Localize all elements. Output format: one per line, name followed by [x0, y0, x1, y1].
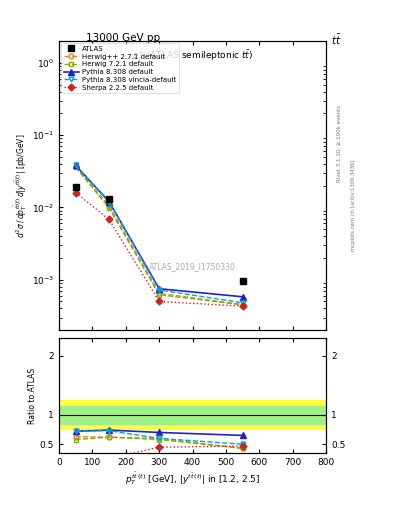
Y-axis label: Ratio to ATLAS: Ratio to ATLAS: [28, 368, 37, 423]
Pythia 8.308 vincia-default: [241, 300, 245, 306]
Text: $t\bar{t}$: $t\bar{t}$: [331, 33, 342, 48]
Line: Sherpa 2.2.5 default: Sherpa 2.2.5 default: [73, 190, 245, 309]
Herwig++ 2.7.1 default: [73, 163, 78, 169]
Sherpa 2.2.5 default: [107, 217, 112, 223]
Pythia 8.308 vincia-default: [107, 199, 112, 205]
ATLAS: [241, 278, 245, 284]
Pythia 8.308 default: [107, 199, 112, 205]
Legend: ATLAS, Herwig++ 2.7.1 default, Herwig 7.2.1 default, Pythia 8.308 default, Pythi: ATLAS, Herwig++ 2.7.1 default, Herwig 7.…: [61, 43, 179, 93]
Sherpa 2.2.5 default: [241, 303, 245, 309]
Text: Rivet 3.1.10, ≥ 100k events: Rivet 3.1.10, ≥ 100k events: [336, 105, 342, 182]
Herwig 7.2.1 default: [241, 302, 245, 308]
ATLAS: [73, 184, 78, 190]
Pythia 8.308 default: [157, 286, 162, 292]
Bar: [59, 400, 326, 430]
Bar: [59, 406, 326, 423]
Line: Herwig++ 2.7.1 default: Herwig++ 2.7.1 default: [73, 164, 245, 307]
Text: $p_T^{t\bar{t}}$ (ATLAS semileptonic $t\bar{t}$): $p_T^{t\bar{t}}$ (ATLAS semileptonic $t\…: [132, 48, 253, 65]
Pythia 8.308 default: [73, 162, 78, 168]
Y-axis label: $d^2\sigma\,/\,dp^{t\bar{t}(t)}_T\,d|y^{t\bar{t}(t)}|$ [pb/GeV]: $d^2\sigma\,/\,dp^{t\bar{t}(t)}_T\,d|y^{…: [12, 133, 29, 238]
Herwig++ 2.7.1 default: [157, 290, 162, 296]
Sherpa 2.2.5 default: [73, 189, 78, 196]
Pythia 8.308 vincia-default: [73, 162, 78, 168]
Pythia 8.308 vincia-default: [157, 287, 162, 293]
X-axis label: $p_T^{t\bar{t}\,(t)}$ [GeV], $|y^{t\bar{t}\,(t)}|$ in [1.2, 2.5]: $p_T^{t\bar{t}\,(t)}$ [GeV], $|y^{t\bar{…: [125, 470, 260, 487]
Pythia 8.308 default: [241, 294, 245, 300]
Herwig 7.2.1 default: [107, 205, 112, 211]
ATLAS: [107, 196, 112, 202]
Text: mcplots.cern.ch [arXiv:1306.3436]: mcplots.cern.ch [arXiv:1306.3436]: [351, 159, 356, 250]
Text: 13000 GeV pp: 13000 GeV pp: [86, 33, 161, 44]
Herwig++ 2.7.1 default: [107, 203, 112, 209]
Herwig 7.2.1 default: [157, 292, 162, 298]
Herwig 7.2.1 default: [73, 164, 78, 170]
Line: ATLAS: ATLAS: [73, 184, 246, 285]
Line: Pythia 8.308 default: Pythia 8.308 default: [73, 162, 246, 300]
Sherpa 2.2.5 default: [157, 298, 162, 305]
Line: Herwig 7.2.1 default: Herwig 7.2.1 default: [73, 165, 245, 307]
Line: Pythia 8.308 vincia-default: Pythia 8.308 vincia-default: [73, 163, 245, 305]
Herwig++ 2.7.1 default: [241, 302, 245, 308]
Text: ATLAS_2019_I1750330: ATLAS_2019_I1750330: [149, 262, 236, 271]
